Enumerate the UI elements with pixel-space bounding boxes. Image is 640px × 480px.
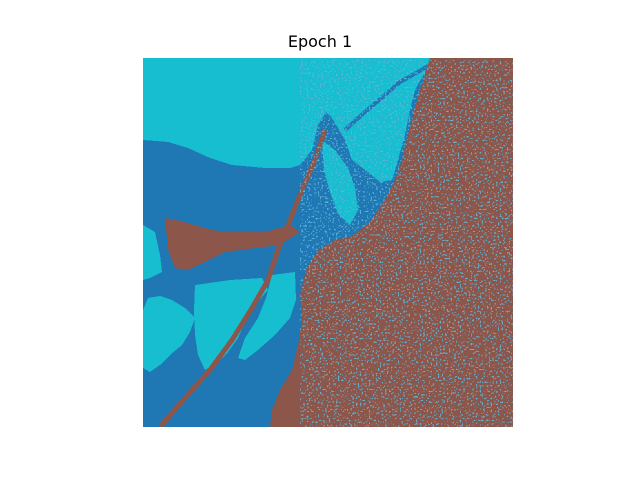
texture-speckle-cyan xyxy=(300,60,513,427)
